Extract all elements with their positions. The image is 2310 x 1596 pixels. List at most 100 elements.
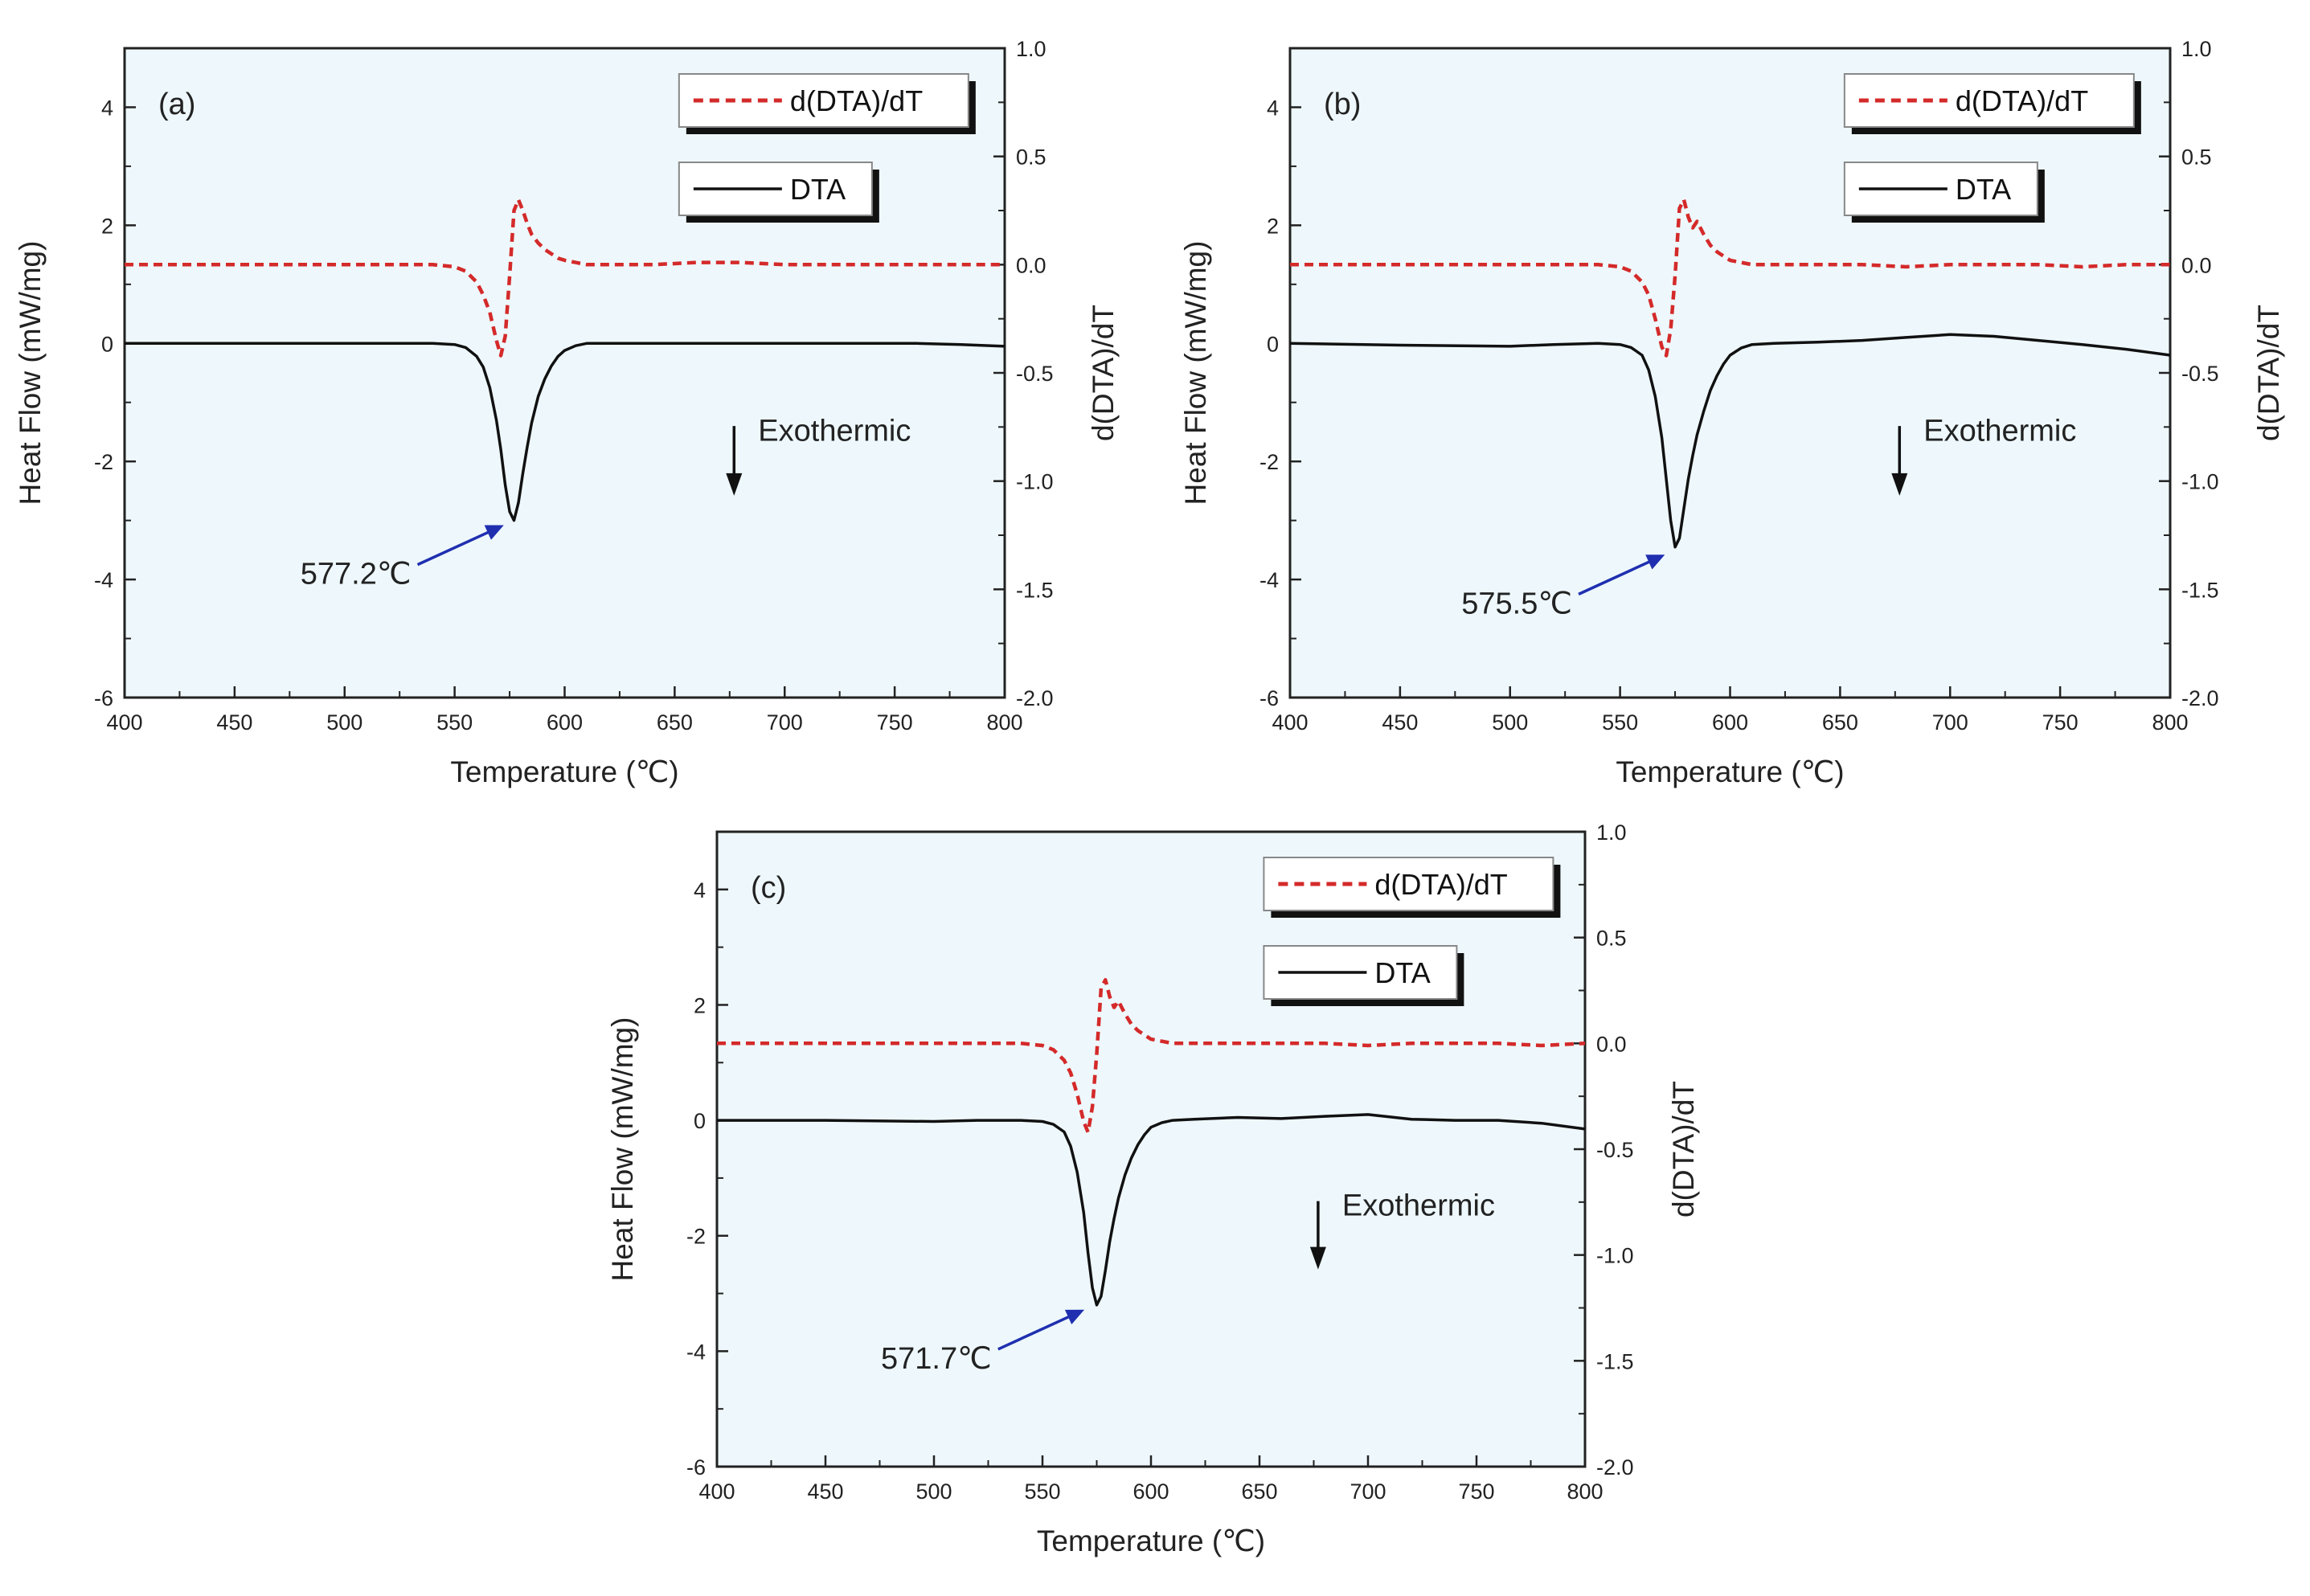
legend-item-dta: DTA bbox=[1843, 162, 2045, 223]
legend-label: DTA bbox=[1374, 956, 1430, 989]
panel-label: (b) bbox=[1324, 88, 1361, 121]
x-tick-label: 450 bbox=[1382, 710, 1418, 735]
y2-tick-label: -2.0 bbox=[1596, 1455, 1634, 1479]
y-tick-label: -4 bbox=[1259, 568, 1279, 592]
y-tick-label: 4 bbox=[1267, 96, 1279, 120]
x-tick-label: 700 bbox=[1350, 1479, 1386, 1504]
series-line-dta bbox=[1289, 333, 2171, 549]
chart-panel-a: 400 450 500 550 600 650 700 750 800 -6 -4 -2 0 2 4 -2.0… bbox=[14, 37, 1120, 788]
exothermic-arrowhead bbox=[1891, 473, 1908, 496]
y-tick-label: 0 bbox=[694, 1109, 706, 1133]
legend-item-derivative: d(DTA)/dT bbox=[1263, 857, 1561, 918]
legend-label: d(DTA)/dT bbox=[790, 84, 923, 117]
y2-tick-label: -1.5 bbox=[2181, 578, 2219, 602]
y2-tick-label: -2.0 bbox=[1016, 686, 1054, 710]
x-tick-label: 600 bbox=[547, 710, 583, 735]
y-tick-label: 2 bbox=[101, 214, 113, 238]
y-tick-label: -2 bbox=[686, 1225, 706, 1249]
chart-panel-c: 400 450 500 550 600 650 700 750 800 -6 -4 -2 0 2 4 -2.0… bbox=[606, 821, 1700, 1557]
x-axis-title: Temperature (℃) bbox=[1037, 1524, 1265, 1557]
legend-item-derivative: d(DTA)/dT bbox=[678, 73, 976, 134]
y2-tick-label: 1.0 bbox=[1596, 821, 1627, 845]
series-line-dta bbox=[125, 342, 1006, 522]
y2-tick-label: -0.5 bbox=[2181, 362, 2219, 386]
x-tick-label: 400 bbox=[106, 710, 142, 735]
y2-axis-title: d(DTA)/dT bbox=[1087, 305, 1120, 441]
x-tick-label: 800 bbox=[1567, 1479, 1603, 1504]
x-tick-label: 500 bbox=[1492, 710, 1528, 735]
y2-tick-label: -0.5 bbox=[1596, 1138, 1634, 1162]
x-tick-label: 650 bbox=[657, 710, 693, 735]
y-tick-label: -6 bbox=[94, 686, 113, 710]
y-axis-title: Heat Flow (mW/mg) bbox=[14, 241, 47, 505]
peak-temperature-label: 577.2℃ bbox=[301, 558, 412, 591]
y2-tick-label: -1.0 bbox=[1596, 1244, 1634, 1268]
y-axis-title: Heat Flow (mW/mg) bbox=[606, 1017, 639, 1282]
y-tick-label: -4 bbox=[94, 568, 113, 592]
peak-arrowhead bbox=[1064, 1309, 1085, 1324]
peak-arrow bbox=[997, 1312, 1075, 1351]
y2-axis-title: d(DTA)/dT bbox=[1667, 1081, 1700, 1217]
y-tick-label: -2 bbox=[94, 450, 113, 474]
x-tick-label: 750 bbox=[1458, 1479, 1494, 1504]
panel-label: (c) bbox=[751, 871, 786, 905]
chart-panel-b: 400 450 500 550 600 650 700 750 800 -6 -4 -2 0 2 4 -2.0… bbox=[1179, 37, 2285, 788]
x-axis-title: Temperature (℃) bbox=[1616, 755, 1844, 788]
legend-label: d(DTA)/dT bbox=[1956, 84, 2088, 117]
peak-arrow bbox=[416, 528, 494, 567]
y2-tick-label: 0.5 bbox=[2181, 145, 2212, 170]
x-tick-label: 800 bbox=[986, 710, 1022, 735]
y2-tick-label: 0.5 bbox=[1016, 145, 1046, 170]
exothermic-label: Exothermic bbox=[1923, 414, 2076, 448]
peak-temperature-label: 571.7℃ bbox=[881, 1342, 992, 1376]
y-tick-label: -4 bbox=[686, 1340, 706, 1364]
panel-label: (a) bbox=[158, 88, 195, 121]
series-line-derivative bbox=[717, 978, 1586, 1135]
peak-arrowhead bbox=[1645, 555, 1665, 570]
x-tick-label: 400 bbox=[1272, 710, 1308, 735]
legend-item-dta: DTA bbox=[678, 162, 879, 223]
x-tick-label: 550 bbox=[1024, 1479, 1060, 1504]
peak-arrow bbox=[1578, 558, 1656, 595]
exothermic-label: Exothermic bbox=[1342, 1189, 1495, 1223]
y2-tick-label: 0.0 bbox=[1016, 253, 1046, 277]
y2-tick-label: 0.0 bbox=[1596, 1032, 1627, 1056]
y2-tick-label: -2.0 bbox=[2181, 686, 2219, 710]
series-line-derivative bbox=[125, 198, 1005, 358]
x-tick-label: 600 bbox=[1712, 710, 1748, 735]
y-tick-label: 2 bbox=[1267, 214, 1279, 238]
y2-tick-label: -1.0 bbox=[2181, 470, 2219, 494]
y2-axis-title: d(DTA)/dT bbox=[2252, 305, 2285, 441]
plot-area bbox=[123, 47, 1006, 699]
plot-area bbox=[1288, 47, 2172, 699]
x-tick-label: 450 bbox=[807, 1479, 843, 1504]
y-tick-label: 0 bbox=[1267, 332, 1279, 356]
legend-label: DTA bbox=[1956, 173, 2011, 206]
series-line-dta bbox=[717, 1113, 1586, 1307]
y-tick-label: 4 bbox=[101, 96, 113, 120]
x-tick-label: 450 bbox=[216, 710, 252, 735]
y-tick-label: 4 bbox=[694, 878, 706, 902]
x-axis-title: Temperature (℃) bbox=[450, 755, 678, 788]
legend-label: DTA bbox=[790, 173, 846, 206]
y2-tick-label: 1.0 bbox=[2181, 37, 2212, 61]
x-tick-label: 550 bbox=[1602, 710, 1638, 735]
x-tick-label: 800 bbox=[2152, 710, 2188, 735]
y-tick-label: 2 bbox=[694, 993, 706, 1017]
x-tick-label: 700 bbox=[767, 710, 803, 735]
legend-label: d(DTA)/dT bbox=[1374, 868, 1507, 901]
y-tick-label: -6 bbox=[1259, 686, 1279, 710]
y2-tick-label: 0.5 bbox=[1596, 927, 1627, 951]
x-tick-label: 400 bbox=[698, 1479, 735, 1504]
y2-tick-label: -0.5 bbox=[1016, 362, 1054, 386]
exothermic-arrowhead bbox=[1309, 1246, 1326, 1270]
y2-tick-label: -1.5 bbox=[1016, 578, 1054, 602]
x-tick-label: 750 bbox=[877, 710, 913, 735]
y-axis-title: Heat Flow (mW/mg) bbox=[1179, 241, 1212, 505]
x-tick-label: 500 bbox=[326, 710, 362, 735]
y2-tick-label: -1.0 bbox=[1016, 470, 1054, 494]
peak-arrowhead bbox=[484, 525, 504, 540]
series-line-derivative bbox=[1290, 198, 2170, 358]
y2-tick-label: 0.0 bbox=[2181, 253, 2212, 277]
